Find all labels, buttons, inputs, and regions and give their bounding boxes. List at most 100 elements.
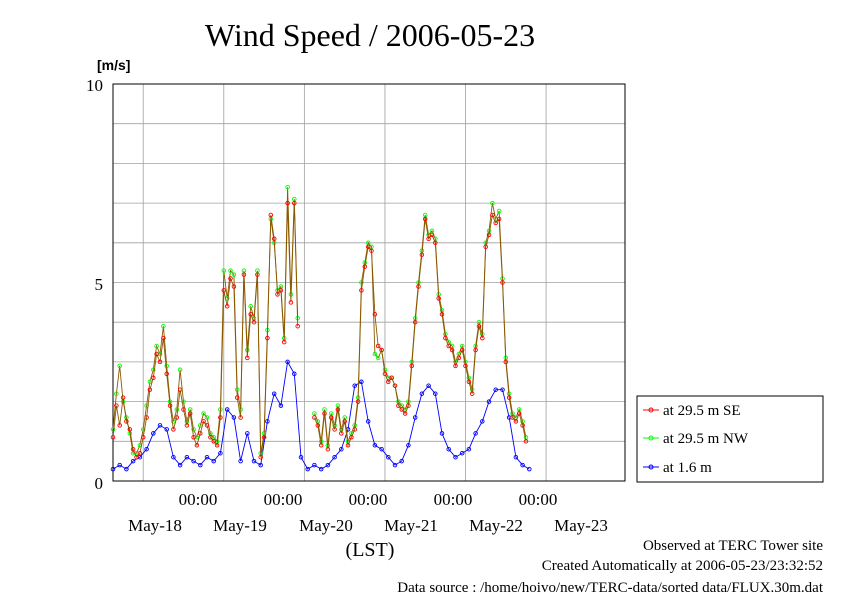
data-point (406, 403, 411, 408)
data-point (352, 383, 357, 388)
data-point (359, 280, 364, 285)
data-point (258, 454, 263, 460)
legend-box (636, 395, 824, 483)
x-tick-label: 00:00 (349, 490, 388, 509)
data-point (392, 462, 398, 468)
data-point (292, 371, 297, 377)
data-point (375, 343, 381, 349)
series-line (112, 360, 530, 470)
data-point (154, 351, 159, 357)
data-point (463, 363, 468, 369)
data-point (218, 415, 223, 420)
x-day-label: May-23 (554, 516, 608, 535)
data-point (312, 462, 317, 468)
data-point (245, 355, 250, 361)
data-point (359, 379, 364, 385)
data-point (386, 379, 391, 385)
data-point (466, 379, 472, 385)
data-point (339, 446, 344, 452)
data-point (389, 375, 394, 381)
data-point (117, 423, 122, 428)
data-point (419, 391, 425, 396)
data-point (513, 419, 519, 424)
data-point (208, 435, 213, 440)
data-point (439, 312, 445, 317)
data-point (292, 200, 297, 206)
data-point (181, 407, 186, 412)
data-point (372, 443, 378, 448)
data-point (117, 363, 122, 369)
data-point (124, 419, 129, 424)
x-day-label: May-18 (128, 516, 182, 535)
legend-label-low: at 1.6 m (663, 460, 712, 476)
data-point (288, 300, 294, 305)
chart-title: Wind Speed / 2006-05-23 (205, 17, 535, 53)
data-point (453, 363, 458, 369)
data-point (191, 458, 196, 464)
data-point (422, 216, 428, 222)
data-point (416, 284, 421, 289)
data-point (476, 323, 482, 329)
data-point (315, 423, 321, 428)
data-point (120, 395, 126, 400)
data-point (228, 268, 233, 273)
data-point (251, 458, 257, 464)
data-point (446, 446, 451, 452)
data-point (322, 411, 327, 416)
data-point (275, 292, 280, 297)
legend: at 29.5 m SE at 29.5 m NW at 1.6 m (636, 395, 824, 483)
data-point (231, 415, 237, 420)
y-tick-label: 10 (86, 76, 103, 95)
data-point (221, 268, 227, 273)
x-day-label: May-22 (469, 516, 523, 535)
data-point (446, 343, 451, 349)
data-point (110, 427, 116, 432)
data-point (241, 272, 247, 277)
data-point (231, 284, 237, 289)
data-point (147, 387, 153, 392)
data-point (318, 466, 324, 472)
data-point (211, 458, 216, 464)
series-line (112, 203, 299, 459)
data-point (439, 431, 445, 436)
data-point (362, 264, 368, 269)
data-point (191, 427, 196, 432)
data-point (214, 443, 220, 448)
data-point (493, 387, 498, 392)
series-0 (110, 200, 529, 460)
data-point (369, 248, 374, 253)
data-point (251, 319, 257, 325)
data-point (187, 411, 193, 416)
data-point (164, 363, 169, 369)
data-point (365, 244, 371, 250)
data-point (436, 296, 441, 301)
series-layer (110, 184, 532, 472)
data-point (483, 244, 488, 250)
data-point (379, 347, 384, 353)
data-point (278, 288, 284, 293)
data-point (137, 450, 143, 456)
data-point (161, 335, 166, 341)
data-point (204, 423, 210, 428)
data-point (419, 252, 425, 257)
data-point (218, 450, 223, 456)
data-point (110, 435, 116, 440)
data-point (114, 403, 119, 408)
data-point (174, 415, 180, 420)
x-tick-label: 00:00 (519, 490, 558, 509)
data-point (332, 427, 337, 432)
data-point (365, 419, 371, 424)
data-point (490, 200, 495, 206)
data-point (480, 419, 485, 424)
data-point (228, 276, 233, 281)
data-point (285, 184, 290, 190)
data-point (429, 232, 435, 238)
data-point (433, 240, 438, 246)
data-point (490, 212, 495, 218)
data-point (375, 355, 381, 361)
data-point (238, 415, 243, 420)
data-point (224, 407, 230, 412)
series-line (313, 213, 527, 450)
data-point (466, 446, 472, 452)
data-point (496, 216, 502, 222)
